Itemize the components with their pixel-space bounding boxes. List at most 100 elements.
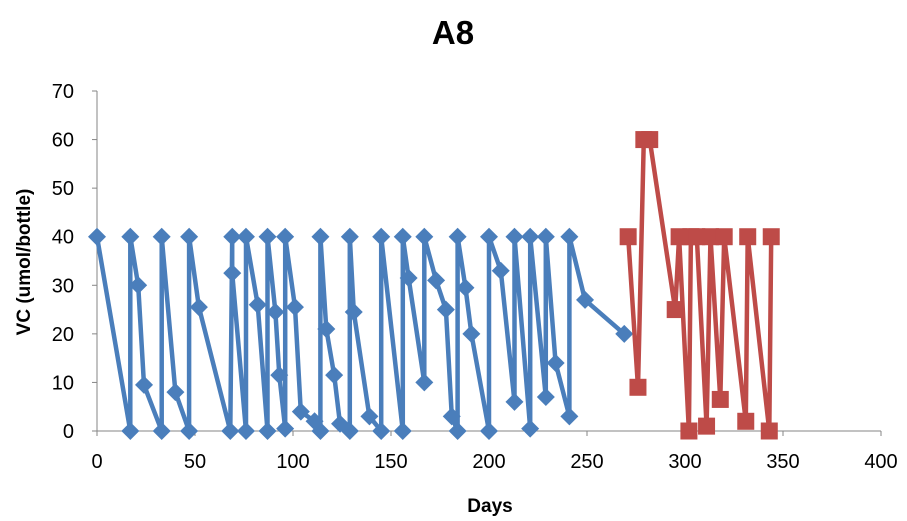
data-point (311, 227, 330, 246)
data-point (619, 228, 637, 246)
data-point (135, 375, 154, 394)
x-tick-label: 250 (570, 451, 603, 473)
axes: 0 10 20 30 40 50 60 70 0 50 100 150 200 250 300 350 400 (52, 81, 898, 473)
data-point (340, 227, 359, 246)
x-tick-label: 300 (668, 451, 701, 473)
data-point (223, 227, 242, 246)
data-point (258, 227, 277, 246)
data-point (291, 402, 310, 421)
data-point (576, 290, 595, 309)
data-point (372, 227, 391, 246)
data-point (180, 422, 199, 440)
data-point (180, 227, 199, 246)
data-point (536, 227, 555, 246)
data-point (121, 227, 140, 246)
data-point (536, 388, 555, 406)
data-point (641, 131, 659, 149)
data-point (236, 422, 255, 440)
data-point (88, 227, 106, 246)
data-point (560, 227, 579, 246)
data-point (276, 419, 295, 438)
plot-area (88, 131, 780, 440)
data-point (266, 303, 285, 321)
data-point (152, 422, 171, 440)
data-point (436, 300, 455, 319)
x-tick-label: 100 (276, 451, 309, 473)
data-point (480, 227, 498, 246)
data-point (760, 422, 778, 440)
data-point (698, 417, 716, 435)
data-point (258, 422, 277, 440)
data-point (491, 261, 510, 280)
data-point (393, 227, 412, 246)
data-point (442, 407, 461, 426)
chart-title: A8 (432, 14, 474, 51)
data-point (715, 228, 733, 246)
data-point (223, 264, 242, 283)
x-axis-label: Days (467, 496, 512, 517)
data-point (666, 301, 684, 319)
data-point (762, 228, 780, 246)
data-point (739, 228, 757, 246)
data-point (393, 422, 412, 440)
x-tick-label: 150 (374, 451, 407, 473)
data-point (448, 227, 467, 246)
series-2 (619, 131, 780, 440)
series-2-line (625, 137, 774, 434)
y-tick-label: 40 (52, 227, 74, 249)
data-point (236, 227, 255, 246)
data-point (189, 298, 208, 317)
x-tick-label: 200 (472, 451, 505, 473)
data-point (521, 227, 540, 246)
data-point (344, 303, 363, 321)
data-point (546, 354, 565, 372)
data-point (680, 422, 698, 440)
y-tick-label: 70 (52, 81, 74, 103)
data-point (276, 227, 295, 246)
x-tick-label: 400 (864, 451, 897, 473)
data-point (415, 373, 434, 392)
data-point (711, 390, 729, 408)
data-point (521, 419, 540, 438)
data-point (505, 392, 524, 411)
data-point (701, 228, 719, 246)
y-tick-label: 50 (52, 178, 74, 200)
y-axis-label: VC (umol/bottle) (14, 189, 35, 336)
data-point (340, 422, 359, 440)
data-point (325, 366, 344, 385)
data-point (360, 407, 379, 426)
data-point (399, 269, 418, 287)
data-point (129, 276, 148, 295)
data-point (462, 324, 481, 343)
data-point (448, 422, 467, 440)
data-point (317, 320, 336, 338)
y-tick-label: 30 (52, 275, 74, 297)
data-point (505, 227, 524, 246)
series-1 (88, 227, 634, 440)
data-point (372, 422, 391, 440)
data-point (152, 227, 171, 246)
data-point (311, 422, 330, 440)
data-point (456, 278, 475, 297)
data-point (248, 295, 267, 314)
y-tick-label: 10 (52, 372, 74, 394)
x-tick-label: 50 (184, 451, 206, 473)
data-point (480, 422, 498, 440)
data-point (285, 298, 304, 317)
data-point (121, 422, 140, 440)
data-point (166, 383, 185, 402)
data-point (427, 271, 446, 290)
y-tick-label: 60 (52, 130, 74, 152)
y-tick-label: 20 (52, 324, 74, 346)
data-point (688, 228, 706, 246)
data-point (221, 422, 240, 440)
data-point (629, 378, 647, 396)
x-tick-label: 350 (766, 451, 799, 473)
data-point (615, 324, 634, 343)
y-tick-label: 0 (63, 421, 74, 443)
x-tick-label: 0 (91, 451, 102, 473)
data-point (270, 366, 289, 385)
data-point (737, 412, 755, 430)
